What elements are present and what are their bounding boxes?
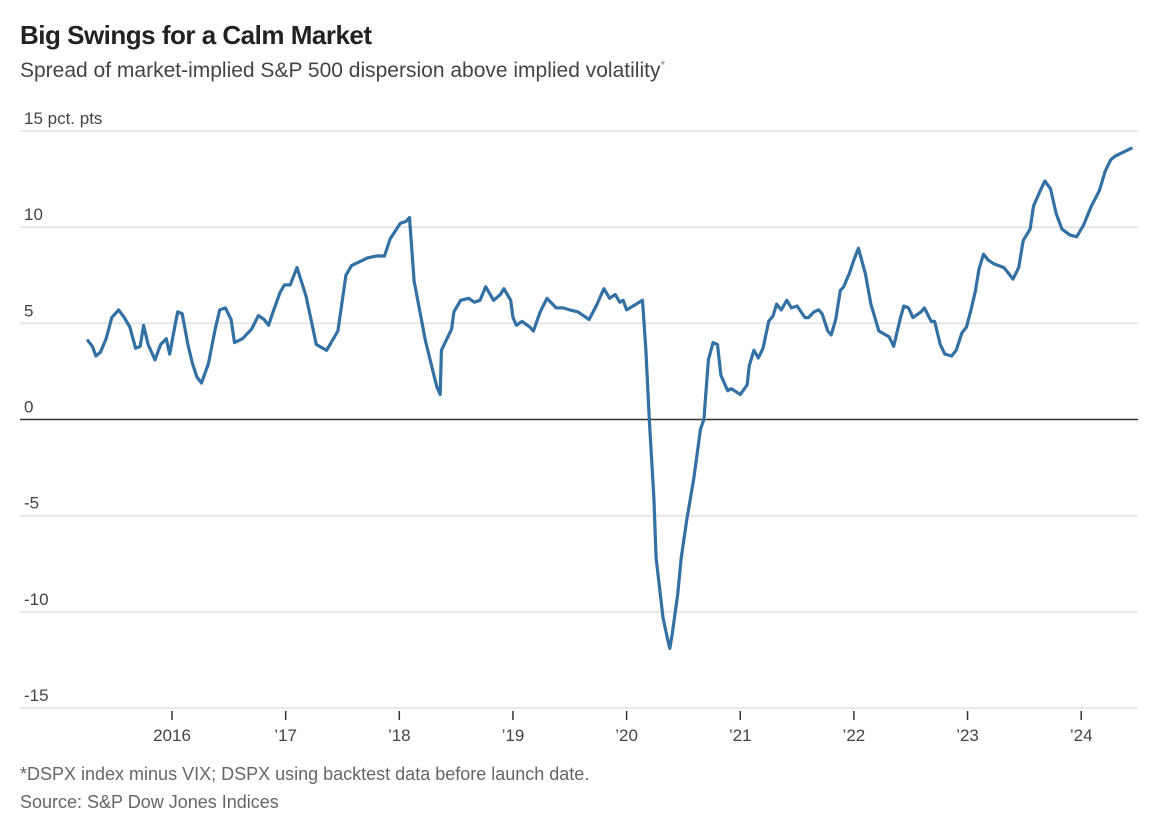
footnote: *DSPX index minus VIX; DSPX using backte… <box>20 764 590 784</box>
source-note: Source: S&P Dow Jones Indices <box>20 792 279 812</box>
x-axis-ticks: 2016 ’17 ’18 ’19 ’20 ’21 ’22 ’23 ’24 <box>153 711 1093 745</box>
y-tick-label: 10 <box>24 205 43 224</box>
x-tick-label: ’23 <box>956 726 979 745</box>
subtitle-footnote-marker: * <box>660 58 666 72</box>
series-lines <box>86 146 1133 650</box>
y-tick-label: 0 <box>24 398 33 417</box>
subtitle-text: Spread of market-implied S&P 500 dispers… <box>20 59 661 82</box>
y-tick-label: 15 pct. pts <box>24 109 102 128</box>
x-tick-label: ’24 <box>1070 726 1093 745</box>
x-tick-label: 2016 <box>153 726 191 745</box>
chart-subtitle: Spread of market-implied S&P 500 dispers… <box>20 58 665 83</box>
gridlines <box>20 130 1138 709</box>
x-tick-label: ’21 <box>729 726 752 745</box>
y-axis-ticks: 15 pct. pts 10 5 0 -5 -10 -15 <box>24 109 102 705</box>
chart-title: Big Swings for a Calm Market <box>20 20 372 50</box>
y-tick-label: 5 <box>24 301 33 320</box>
x-tick-label: ’17 <box>274 726 297 745</box>
x-tick-label: ’20 <box>615 726 638 745</box>
y-tick-label: -5 <box>24 494 39 513</box>
y-tick-label: -15 <box>24 686 49 705</box>
y-tick-label: -10 <box>24 590 49 609</box>
x-tick-label: ’19 <box>502 726 525 745</box>
series-line <box>86 146 1133 650</box>
x-tick-label: ’18 <box>388 726 411 745</box>
x-tick-label: ’22 <box>843 726 866 745</box>
